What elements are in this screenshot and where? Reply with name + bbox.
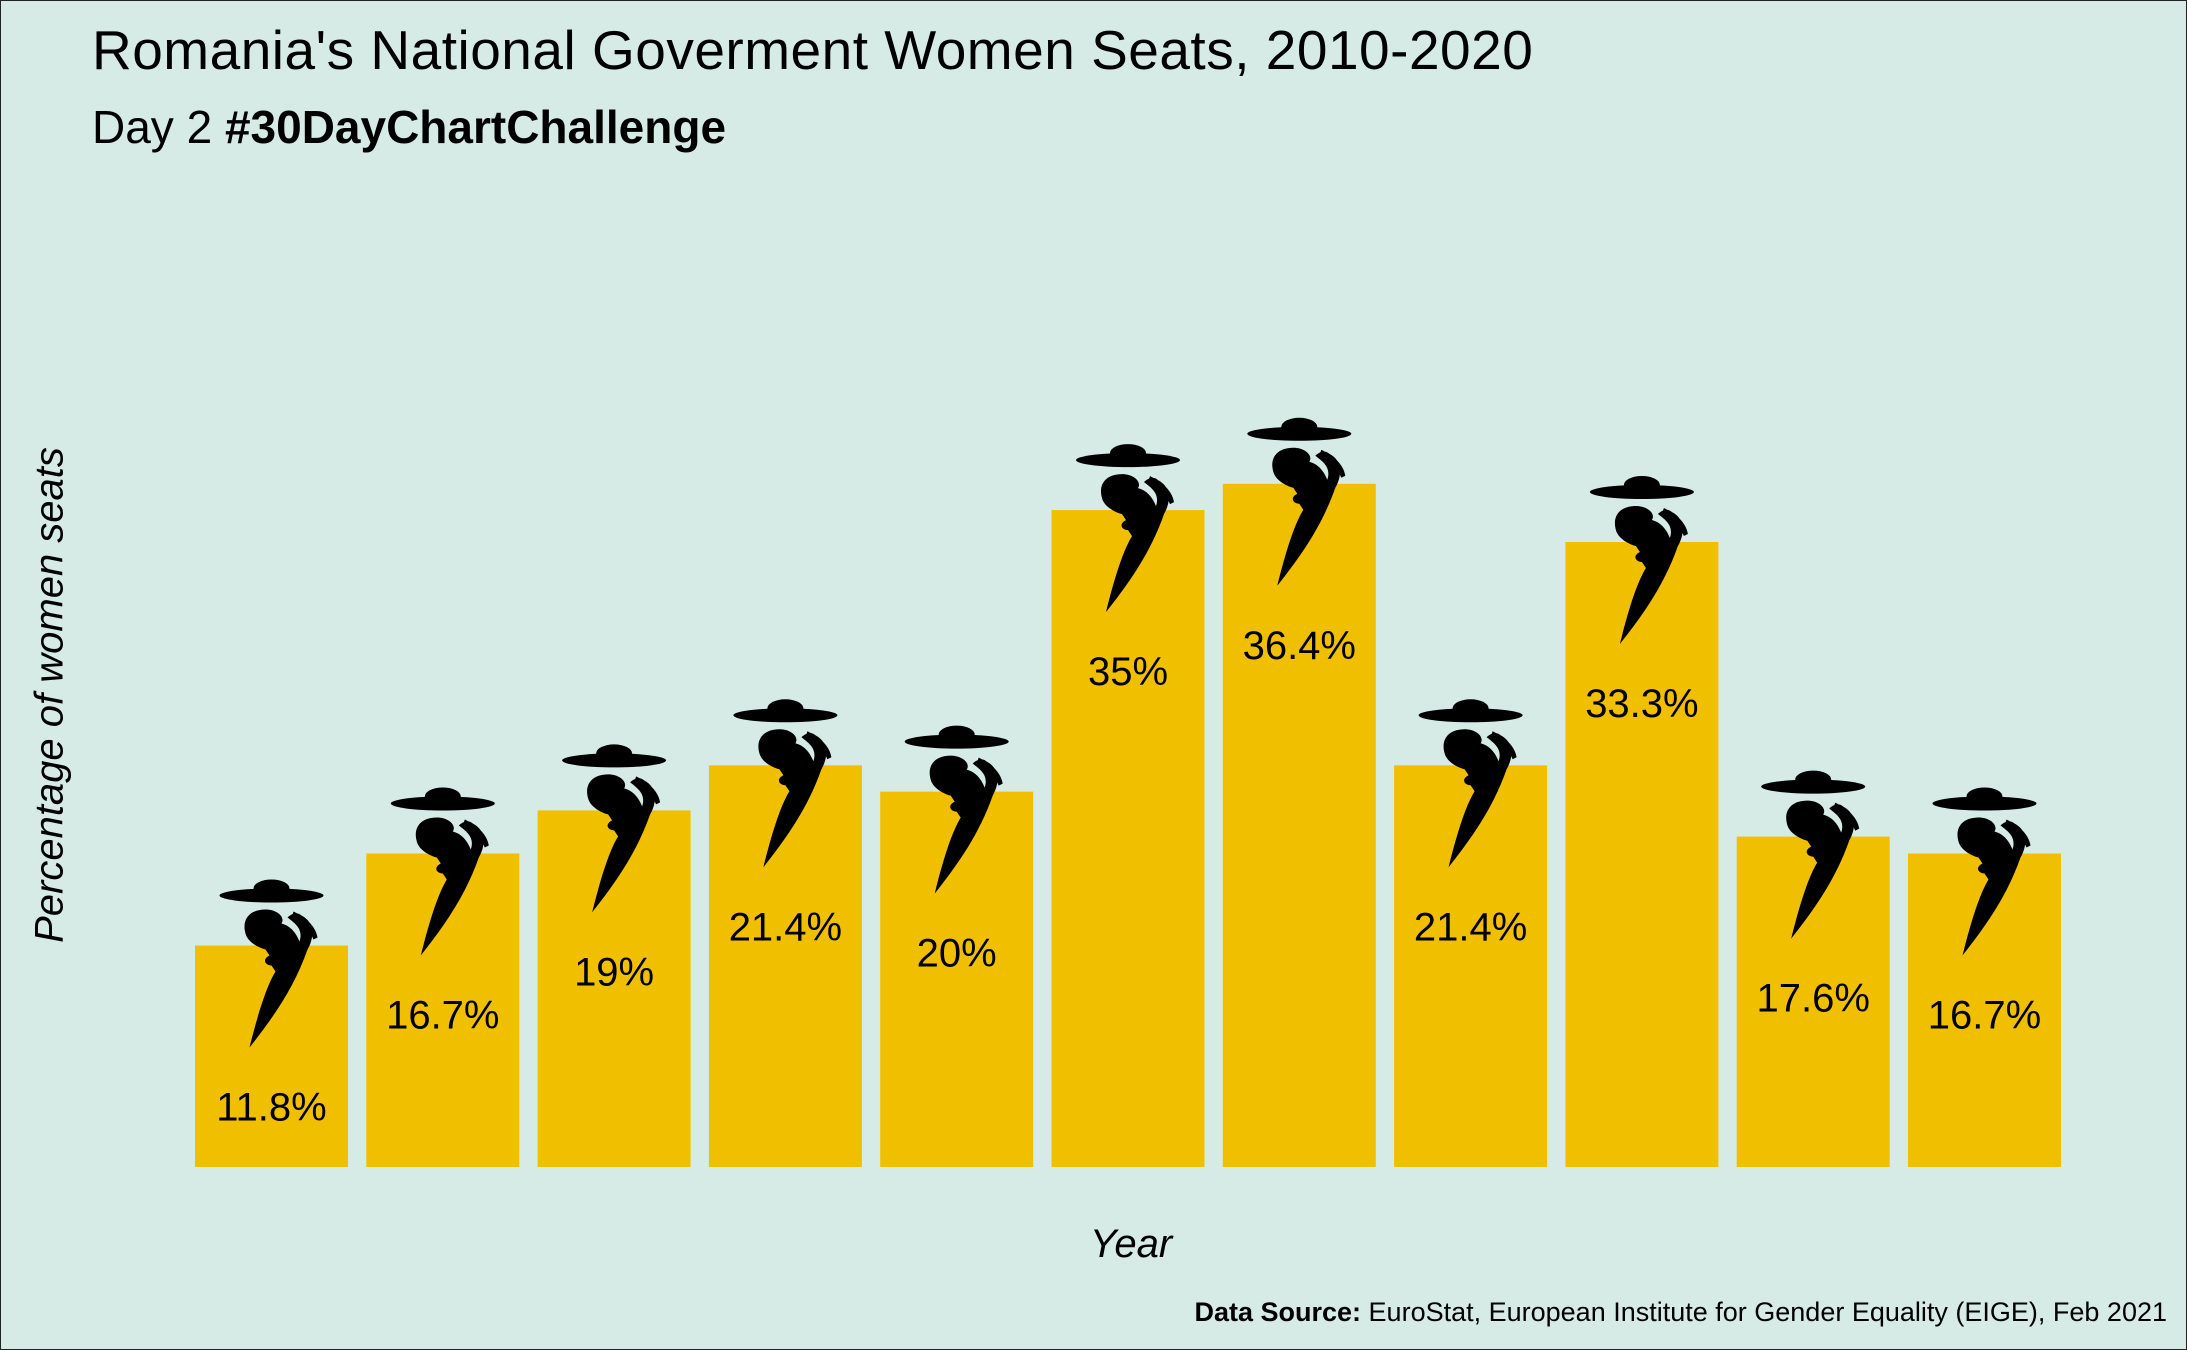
subtitle-hashtag: #30DayChartChallenge [224, 101, 727, 153]
value-label: 36.4% [1243, 624, 1356, 668]
data-source: Data Source: EuroStat, European Institut… [1194, 1297, 2167, 1328]
source-label: Data Source: [1194, 1297, 1362, 1327]
x-axis-label: Year [1089, 1222, 1173, 1266]
bar-2016 [1222, 483, 1376, 1167]
value-label: 17.6% [1756, 977, 1869, 1021]
bar-2010 [195, 945, 348, 1167]
value-label: 21.4% [1414, 905, 1527, 949]
chart-title: Romania's National Goverment Women Seats… [92, 19, 1534, 81]
value-label: 16.7% [386, 994, 499, 1038]
value-label: 16.7% [1928, 994, 2041, 1038]
value-label: 19% [574, 950, 654, 994]
subtitle-prefix: Day 2 [92, 101, 225, 153]
bar-2015 [1051, 510, 1205, 1168]
value-label: 33.3% [1585, 682, 1698, 726]
value-label: 11.8% [216, 1086, 326, 1130]
value-label: 21.4% [729, 905, 842, 949]
value-labels-layer: 11.8% 16.7% 19% 21.4% 20% 35% 36.4% 21.4% 33.3% 1… [216, 624, 2041, 1130]
chart-subtitle: Day 2 #30DayChartChallenge [92, 100, 726, 154]
value-label: 35% [1088, 650, 1168, 694]
value-label: 20% [917, 932, 997, 976]
source-text: EuroStat, European Institute for Gender … [1361, 1297, 2167, 1327]
bar-2018 [1565, 542, 1719, 1167]
